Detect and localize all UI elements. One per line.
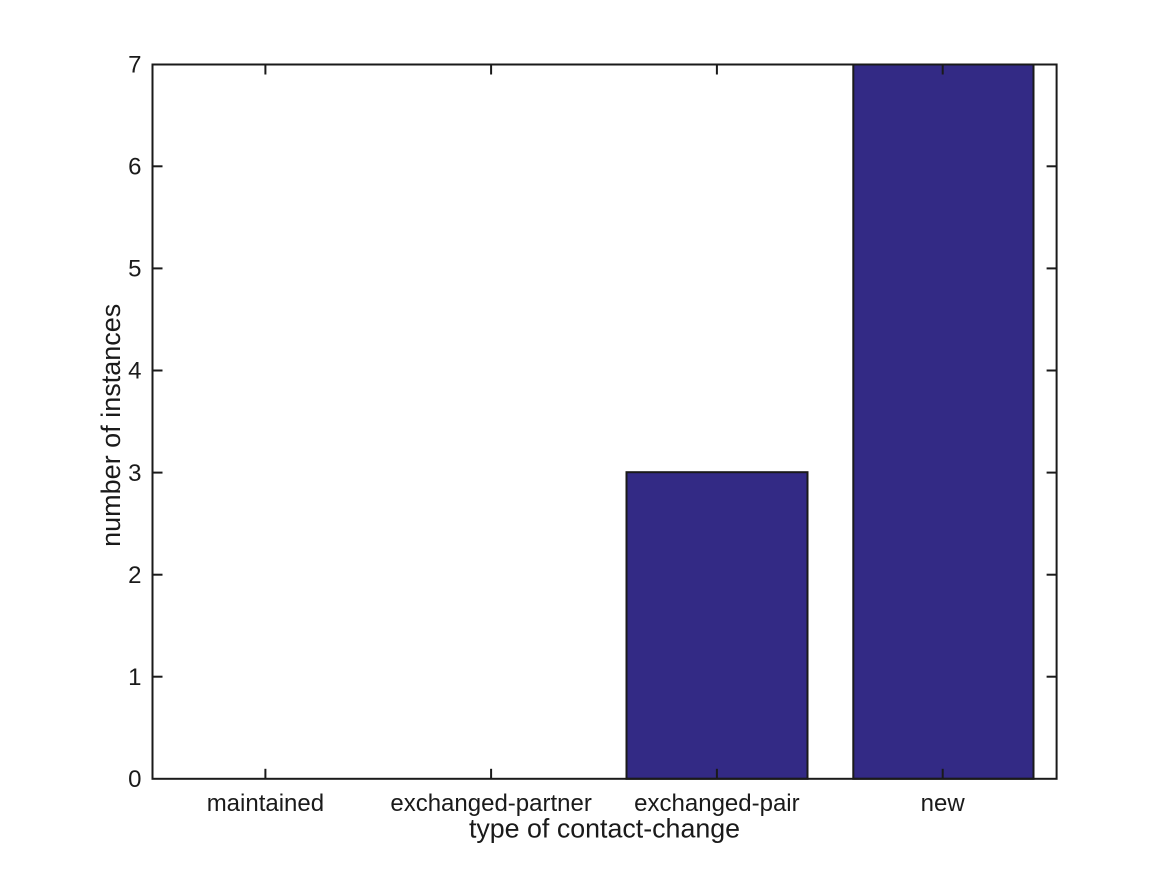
- svg-text:maintained: maintained: [207, 790, 324, 817]
- svg-text:exchanged-partner: exchanged-partner: [390, 790, 591, 817]
- svg-text:4: 4: [128, 358, 141, 385]
- svg-text:0: 0: [128, 766, 141, 793]
- svg-text:6: 6: [128, 154, 141, 181]
- svg-text:2: 2: [128, 562, 141, 589]
- svg-text:7: 7: [128, 52, 141, 79]
- svg-text:new: new: [921, 790, 966, 817]
- svg-text:number of instances: number of instances: [96, 304, 126, 547]
- svg-text:3: 3: [128, 460, 141, 487]
- svg-text:type of contact-change: type of contact-change: [469, 814, 740, 844]
- svg-text:exchanged-pair: exchanged-pair: [634, 790, 799, 817]
- svg-text:5: 5: [128, 256, 141, 283]
- svg-text:1: 1: [128, 664, 141, 691]
